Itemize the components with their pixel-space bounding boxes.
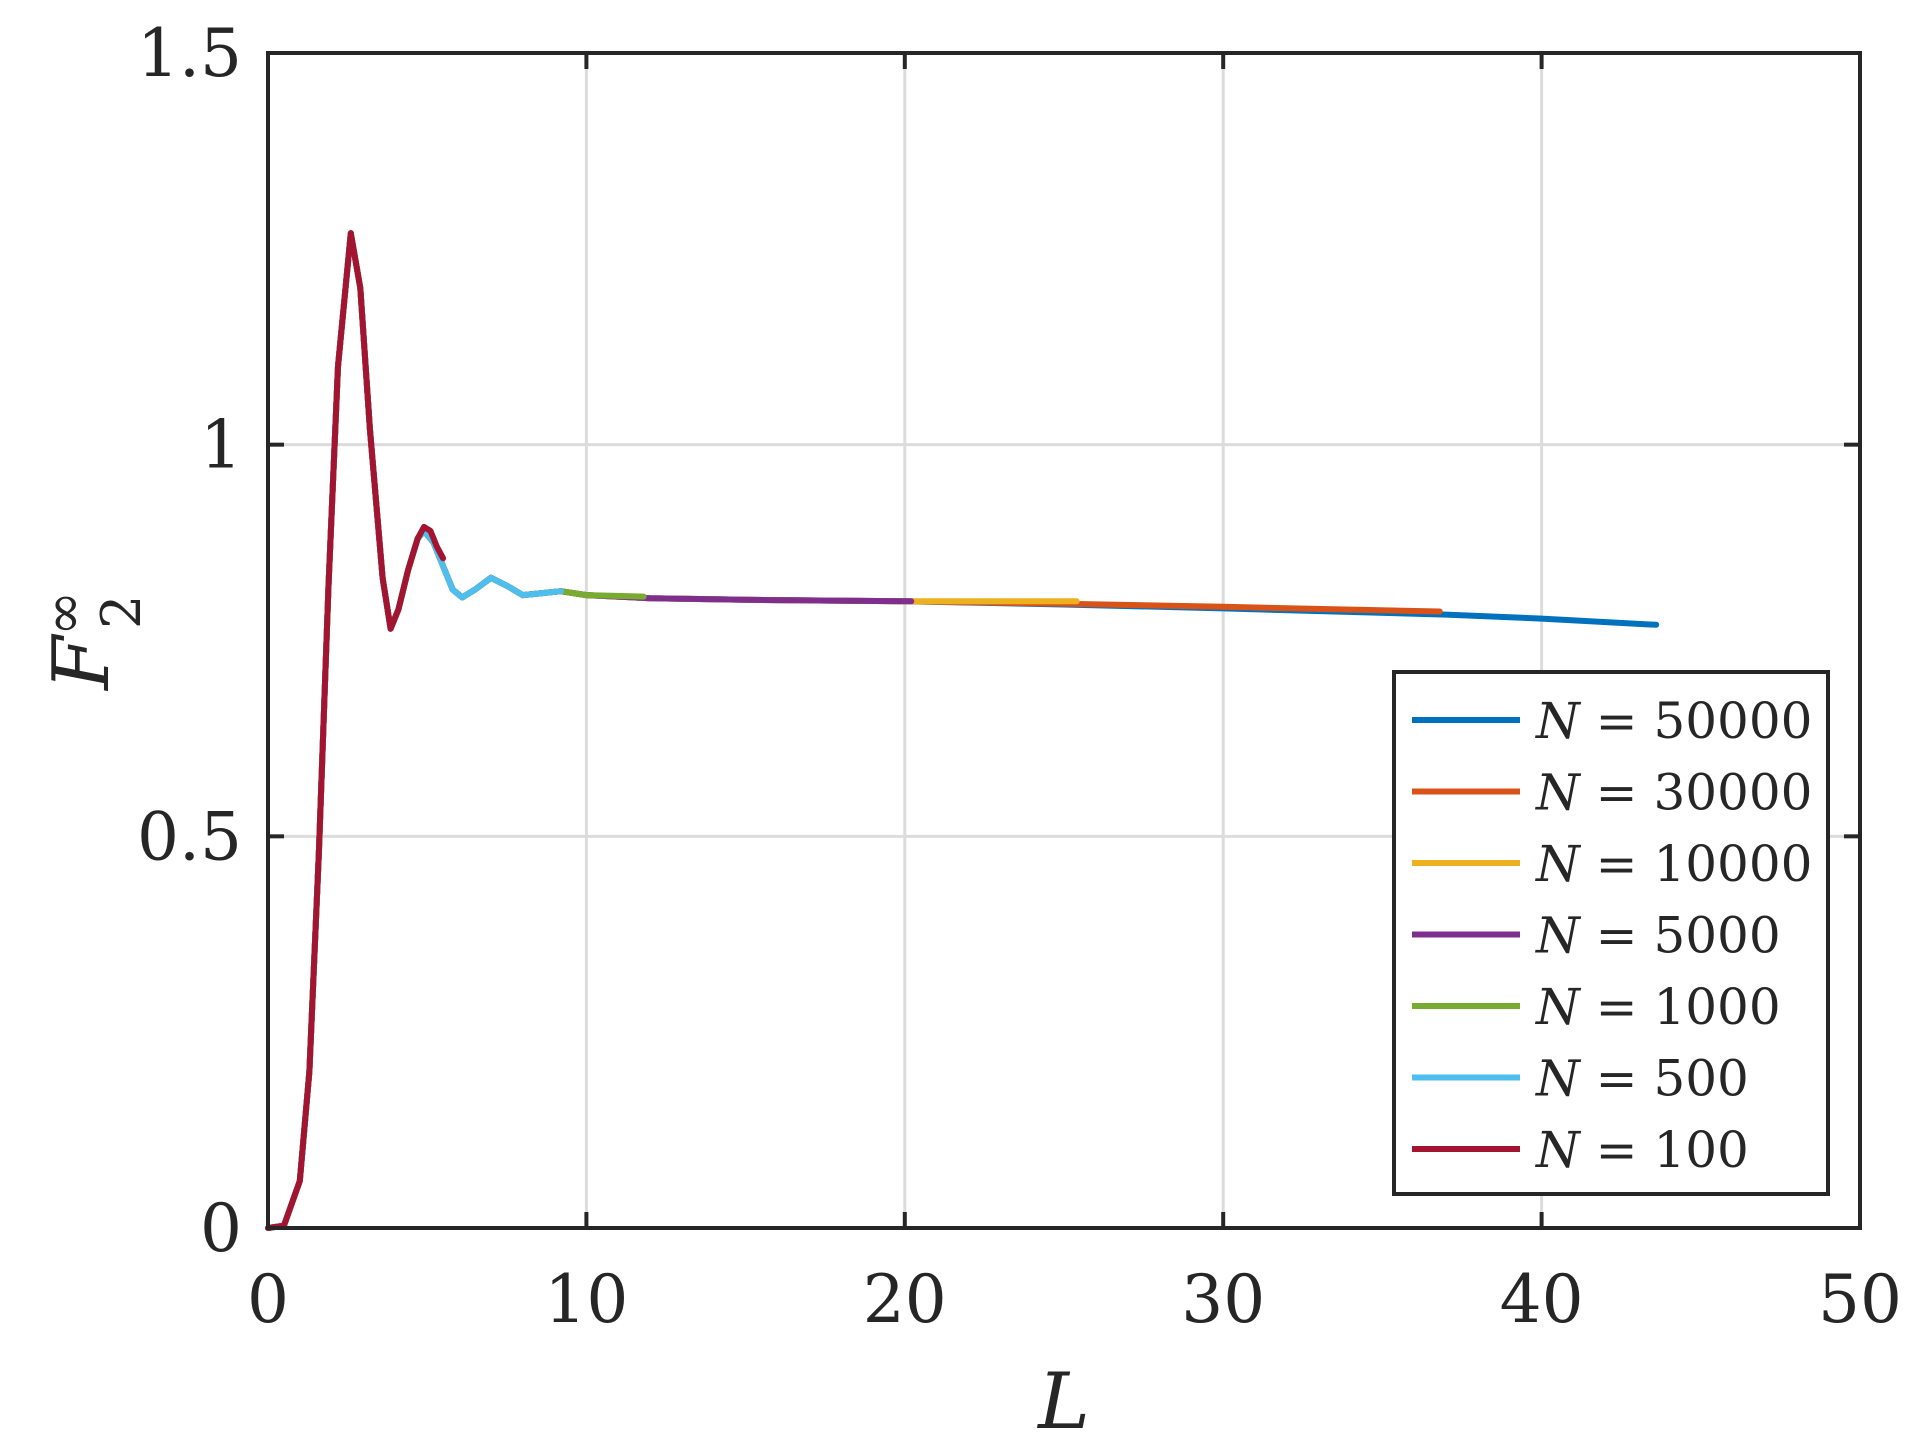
legend-item: N = 500: [1412, 1050, 1749, 1108]
legend-label: N = 100: [1535, 1121, 1749, 1179]
legend-label: N = 10000: [1535, 835, 1813, 893]
legend: N = 50000 N = 30000 N = 10000 N = 5000 N = 1…: [1392, 670, 1830, 1196]
legend-label: N = 1000: [1535, 978, 1781, 1036]
series-line-30000: [265, 230, 1443, 1231]
y-axis-label-superscript: ∞: [32, 591, 95, 636]
series-line-100: [265, 230, 447, 1231]
x-tick-label: 0: [247, 1261, 289, 1338]
legend-item: N = 10000: [1412, 835, 1813, 893]
axis-ticks: [266, 51, 1862, 1230]
series-lines: [265, 230, 1660, 1231]
y-tick-label: 1.5: [137, 15, 242, 92]
legend-item: N = 100: [1412, 1121, 1749, 1179]
y-axis-label-main: F: [37, 633, 127, 692]
legend-item: N = 1000: [1412, 978, 1781, 1036]
y-axis-label-subscript: 2: [90, 595, 153, 629]
y-tick-label: 1: [200, 407, 242, 484]
x-tick-label: 40: [1500, 1261, 1584, 1338]
legend-label: N = 50000: [1535, 692, 1813, 750]
x-tick-label: 20: [863, 1261, 947, 1338]
tick-labels: 0 10 20 30 40 50 0 0.5 1 1.5: [137, 15, 1902, 1338]
y-tick-label: 0.5: [137, 798, 242, 875]
legend-item: N = 30000: [1412, 764, 1813, 822]
legend-label: N = 5000: [1535, 907, 1781, 965]
x-tick-label: 30: [1181, 1261, 1265, 1338]
x-axis-label: L: [1036, 1357, 1090, 1447]
series-line-500: [265, 230, 564, 1231]
legend-label: N = 500: [1535, 1050, 1749, 1108]
legend-item: N = 5000: [1412, 907, 1781, 965]
legend-label: N = 30000: [1535, 764, 1813, 822]
y-axis-label: F∞2: [32, 591, 153, 692]
legend-item: N = 50000: [1412, 692, 1813, 750]
x-tick-label: 50: [1818, 1261, 1902, 1338]
svg-text:F∞2: F∞2: [32, 591, 153, 692]
x-tick-label: 10: [544, 1261, 628, 1338]
y-tick-label: 0: [200, 1190, 242, 1267]
series-line-10000: [265, 230, 1080, 1231]
plot-frame: [266, 51, 1862, 1230]
